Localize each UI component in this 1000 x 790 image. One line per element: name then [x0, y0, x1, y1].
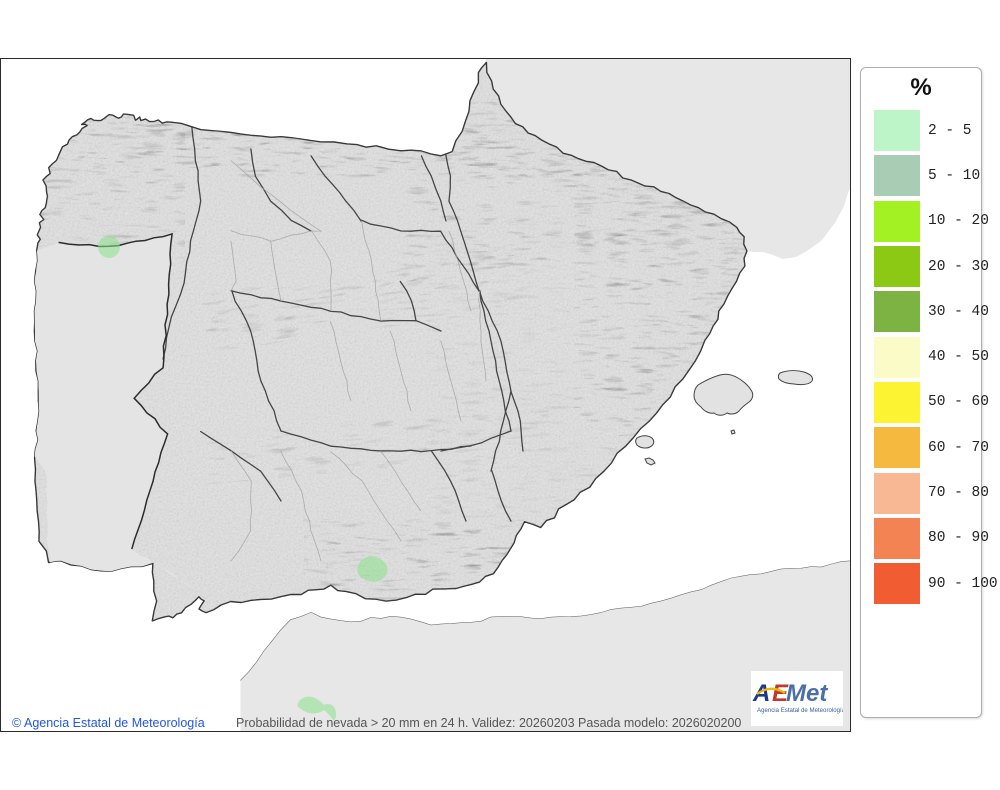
- svg-text:Met: Met: [786, 680, 828, 707]
- svg-text:A: A: [752, 680, 770, 707]
- svg-text:Agencia Estatal de Meteorologí: Agencia Estatal de Meteorología: [757, 707, 843, 714]
